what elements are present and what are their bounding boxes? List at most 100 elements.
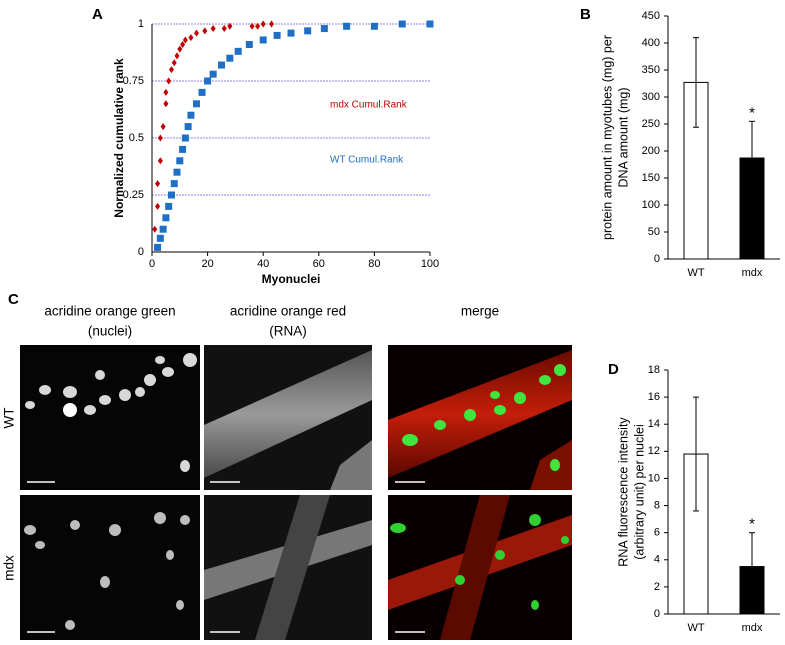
y-axis-label: RNA fluorescence intensity: [616, 417, 630, 567]
x-tick-label: WT: [687, 622, 704, 634]
y-tick-label: 450: [642, 10, 660, 22]
y-tick-label: 1: [138, 18, 144, 30]
point: [155, 180, 161, 188]
point: [181, 134, 189, 142]
point: [165, 202, 173, 210]
point: [343, 22, 351, 30]
point: [193, 29, 199, 37]
micrographs: [20, 345, 572, 640]
y-tick-label: 10: [648, 472, 660, 484]
point: [226, 54, 234, 62]
point: [188, 34, 194, 42]
legend-entry: WT Cumul.Rank: [330, 155, 404, 166]
point: [160, 123, 166, 131]
y-tick-label: 4: [654, 554, 660, 566]
x-tick-label: mdx: [742, 267, 763, 279]
y-tick-label: 0: [654, 608, 660, 620]
point: [184, 123, 192, 131]
point: [227, 22, 233, 30]
error-bar: [749, 532, 755, 601]
point: [166, 77, 172, 85]
y-tick-label: 18: [648, 364, 660, 376]
point: [163, 100, 169, 108]
point: [167, 191, 175, 199]
y-tick-label: 0.25: [123, 189, 144, 201]
point: [192, 100, 200, 108]
row-label: WT: [2, 408, 17, 429]
x-tick-label: 100: [421, 258, 439, 270]
y-tick-label: 12: [648, 445, 660, 457]
y-tick-label: 200: [642, 145, 660, 157]
point: [154, 243, 162, 251]
point: [198, 88, 206, 96]
error-bar: [693, 396, 699, 512]
point: [269, 20, 275, 28]
point: [159, 225, 167, 233]
point: [177, 45, 183, 53]
point: [204, 77, 212, 85]
point: [187, 111, 195, 119]
column-header: (nuclei): [88, 324, 132, 339]
y-tick-label: 400: [642, 37, 660, 49]
y-tick-label: 150: [642, 172, 660, 184]
point: [157, 134, 163, 142]
significance: *: [749, 104, 755, 121]
point: [173, 168, 181, 176]
column-header: merge: [461, 304, 499, 319]
point: [221, 25, 227, 33]
point: [234, 47, 242, 55]
point: [245, 41, 253, 49]
column-header: acridine orange red: [230, 304, 346, 319]
significance: *: [749, 516, 755, 533]
row-label: mdx: [2, 555, 17, 581]
x-tick-label: 80: [368, 258, 380, 270]
point: [260, 20, 266, 28]
y-tick-label: 0: [138, 246, 144, 258]
point: [320, 25, 328, 33]
y-axis-label: protein amount in myotubes (mg) per: [600, 35, 614, 240]
x-tick-label: 0: [149, 258, 155, 270]
panel-label: B: [580, 6, 591, 23]
point: [304, 27, 312, 35]
error-bar: [749, 120, 755, 196]
x-tick-label: WT: [687, 267, 704, 279]
y-tick-label: 8: [654, 499, 660, 511]
y-tick-label: 16: [648, 391, 660, 403]
point: [152, 225, 158, 233]
y-axis-label: Normalized cumulative rank: [112, 58, 126, 218]
panel-label: C: [8, 291, 19, 308]
bar: [683, 81, 709, 260]
y-tick-label: 6: [654, 527, 660, 539]
point: [157, 157, 163, 165]
column-header: acridine orange green: [44, 304, 175, 319]
point: [210, 25, 216, 33]
legend-entry: mdx Cumul.Rank: [330, 100, 408, 111]
point: [176, 157, 184, 165]
point: [170, 180, 178, 188]
y-tick-label: 0: [654, 253, 660, 265]
point: [370, 22, 378, 30]
point: [155, 202, 161, 210]
point: [426, 20, 434, 28]
column-header: (RNA): [269, 324, 307, 339]
y-tick-label: 50: [648, 226, 660, 238]
point: [179, 145, 187, 153]
x-axis-label: Myonuclei: [262, 272, 321, 286]
y-tick-label: 0.75: [123, 75, 144, 87]
point: [287, 29, 295, 37]
point: [249, 22, 255, 30]
y-tick-label: 350: [642, 64, 660, 76]
point: [259, 36, 267, 44]
panel-label: A: [92, 6, 103, 23]
x-tick-label: 40: [257, 258, 269, 270]
y-tick-label: 2: [654, 581, 660, 593]
y-tick-label: 0.5: [129, 132, 144, 144]
point: [168, 66, 174, 74]
y-axis-label: (arbitrary unit) per nuclei: [632, 424, 646, 559]
point: [398, 20, 406, 28]
point: [174, 52, 180, 60]
y-tick-label: 300: [642, 91, 660, 103]
point: [163, 88, 169, 96]
point: [182, 36, 188, 44]
